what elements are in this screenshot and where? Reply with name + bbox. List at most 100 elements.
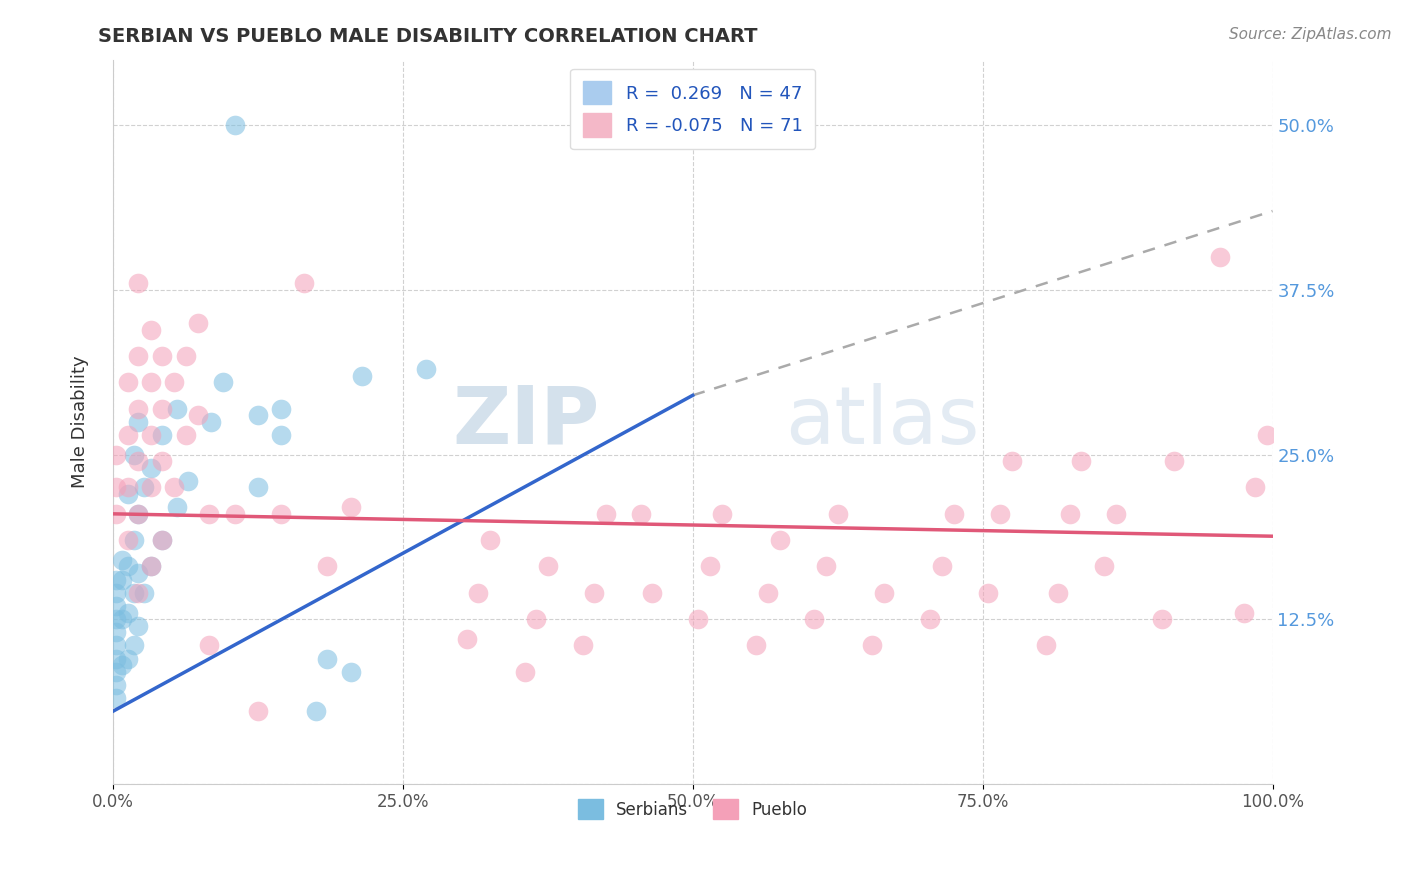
Point — [117, 559, 139, 574]
Text: SERBIAN VS PUEBLO MALE DISABILITY CORRELATION CHART: SERBIAN VS PUEBLO MALE DISABILITY CORREL… — [98, 27, 758, 45]
Point — [769, 533, 792, 548]
Point — [630, 507, 652, 521]
Legend: Serbians, Pueblo: Serbians, Pueblo — [571, 792, 814, 826]
Point — [292, 277, 315, 291]
Point — [246, 481, 269, 495]
Point — [177, 474, 200, 488]
Point — [513, 665, 536, 679]
Point — [134, 481, 156, 495]
Point — [127, 586, 149, 600]
Point — [134, 586, 156, 600]
Point — [1152, 612, 1174, 626]
Point — [1209, 250, 1232, 264]
Point — [127, 566, 149, 580]
Point — [316, 559, 339, 574]
Point — [688, 612, 710, 626]
Point — [105, 448, 128, 462]
Point — [117, 481, 139, 495]
Point — [524, 612, 547, 626]
Point — [174, 427, 197, 442]
Point — [699, 559, 721, 574]
Point — [1256, 427, 1278, 442]
Point — [166, 500, 188, 515]
Point — [127, 277, 149, 291]
Point — [127, 454, 149, 468]
Point — [270, 507, 292, 521]
Point — [1000, 454, 1022, 468]
Point — [415, 362, 437, 376]
Point — [150, 454, 173, 468]
Point — [352, 368, 374, 383]
Point — [117, 427, 139, 442]
Point — [1092, 559, 1115, 574]
Point — [595, 507, 617, 521]
Point — [339, 500, 361, 515]
Point — [224, 119, 246, 133]
Point — [1163, 454, 1185, 468]
Point — [339, 665, 361, 679]
Point — [127, 619, 149, 633]
Point — [122, 448, 145, 462]
Point — [111, 612, 134, 626]
Point — [224, 507, 246, 521]
Point — [139, 322, 162, 336]
Point — [127, 349, 149, 363]
Point — [873, 586, 896, 600]
Point — [117, 606, 139, 620]
Point — [467, 586, 489, 600]
Point — [105, 665, 128, 679]
Point — [537, 559, 560, 574]
Point — [139, 481, 162, 495]
Text: Source: ZipAtlas.com: Source: ZipAtlas.com — [1229, 27, 1392, 42]
Point — [478, 533, 501, 548]
Point — [105, 507, 128, 521]
Point — [150, 401, 173, 416]
Point — [745, 639, 768, 653]
Point — [198, 507, 221, 521]
Point — [111, 658, 134, 673]
Point — [1232, 606, 1254, 620]
Y-axis label: Male Disability: Male Disability — [72, 355, 89, 488]
Point — [1059, 507, 1081, 521]
Point — [105, 481, 128, 495]
Point — [111, 573, 134, 587]
Point — [117, 533, 139, 548]
Point — [122, 533, 145, 548]
Point — [105, 678, 128, 692]
Point — [174, 349, 197, 363]
Point — [166, 401, 188, 416]
Point — [139, 460, 162, 475]
Text: atlas: atlas — [786, 383, 980, 460]
Point — [139, 427, 162, 442]
Point — [127, 415, 149, 429]
Point — [105, 599, 128, 613]
Point — [163, 481, 186, 495]
Point — [150, 349, 173, 363]
Point — [105, 691, 128, 706]
Point — [105, 573, 128, 587]
Point — [117, 651, 139, 665]
Point — [1105, 507, 1128, 521]
Point — [1244, 481, 1267, 495]
Point — [122, 639, 145, 653]
Point — [710, 507, 733, 521]
Point — [827, 507, 849, 521]
Point — [1046, 586, 1069, 600]
Point — [150, 533, 173, 548]
Point — [803, 612, 825, 626]
Point — [931, 559, 953, 574]
Point — [105, 639, 128, 653]
Point — [270, 401, 292, 416]
Point — [977, 586, 1000, 600]
Point — [246, 408, 269, 422]
Point — [583, 586, 606, 600]
Point — [105, 612, 128, 626]
Point — [862, 639, 884, 653]
Point — [127, 507, 149, 521]
Point — [117, 375, 139, 389]
Point — [1035, 639, 1057, 653]
Point — [246, 704, 269, 718]
Point — [127, 401, 149, 416]
Point — [111, 553, 134, 567]
Point — [198, 639, 221, 653]
